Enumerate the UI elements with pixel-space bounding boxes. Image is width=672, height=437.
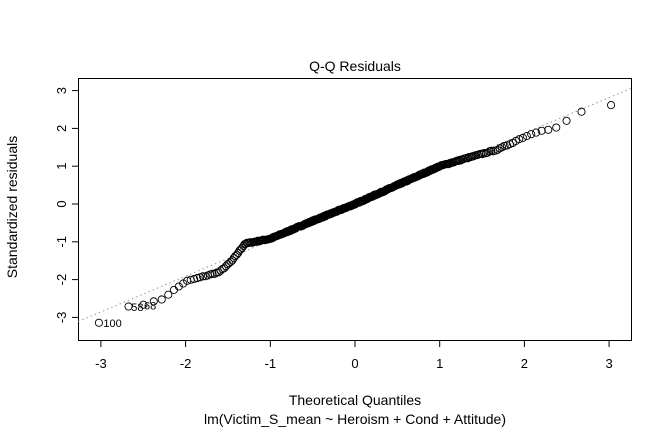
point-label: 58: [131, 302, 143, 314]
x-tick-label: 0: [351, 356, 358, 371]
point-label: 100: [103, 318, 121, 330]
reference-line: [77, 87, 633, 323]
data-point: [174, 282, 183, 291]
data-points: [94, 101, 616, 327]
data-point: [537, 126, 546, 135]
data-point: [157, 295, 166, 304]
data-point: [208, 269, 217, 278]
point-labels: 100 58 68: [103, 300, 156, 330]
data-point: [577, 107, 586, 116]
point-label: 68: [144, 300, 156, 312]
x-axis: -3 -2 -1 0 1 2 3: [95, 340, 613, 371]
x-tick-label: 3: [605, 356, 612, 371]
data-point: [532, 128, 541, 137]
data-point: [94, 318, 103, 327]
y-tick-label: -1: [54, 236, 69, 248]
data-point: [164, 290, 173, 299]
data-point: [198, 272, 207, 281]
y-tick-label: 0: [54, 200, 69, 207]
data-point: [607, 101, 616, 110]
data-point: [179, 279, 188, 288]
data-point: [483, 148, 492, 157]
data-point: [518, 133, 527, 142]
x-tick-label: -3: [95, 356, 107, 371]
y-axis-label: Standardized residuals: [4, 136, 20, 278]
data-point: [544, 125, 553, 134]
y-tick-label: 2: [54, 125, 69, 132]
data-point: [562, 116, 571, 125]
chart-title: Q-Q Residuals: [309, 58, 401, 74]
x-tick-label: -2: [180, 356, 192, 371]
data-point: [193, 273, 202, 283]
x-tick-label: -1: [265, 356, 277, 371]
data-point: [210, 269, 219, 278]
x-tick-label: 1: [436, 356, 443, 371]
plot-frame: [78, 78, 632, 341]
y-axis: -3 -2 -1 0 1 2 3: [54, 87, 79, 323]
data-point: [478, 150, 487, 159]
data-point: [169, 285, 178, 294]
data-point: [149, 297, 158, 306]
data-point: [139, 300, 148, 309]
data-point: [124, 302, 133, 311]
data-point: [522, 131, 531, 141]
y-tick-label: -2: [54, 274, 69, 286]
data-point: [552, 123, 561, 132]
x-axis-label: Theoretical Quantiles: [289, 392, 421, 408]
x-tick-label: 2: [521, 356, 528, 371]
qq-reference-line: [77, 87, 633, 323]
y-tick-label: 1: [54, 163, 69, 170]
y-tick-label: -3: [54, 312, 69, 324]
chart-subtitle: lm(Victim_S_mean ~ Heroism + Cond + Atti…: [204, 411, 506, 427]
data-point: [527, 130, 536, 139]
data-point: [232, 250, 241, 259]
data-point: [493, 145, 502, 154]
data-point: [515, 135, 524, 144]
y-tick-label: 3: [54, 87, 69, 94]
data-point: [228, 256, 237, 265]
